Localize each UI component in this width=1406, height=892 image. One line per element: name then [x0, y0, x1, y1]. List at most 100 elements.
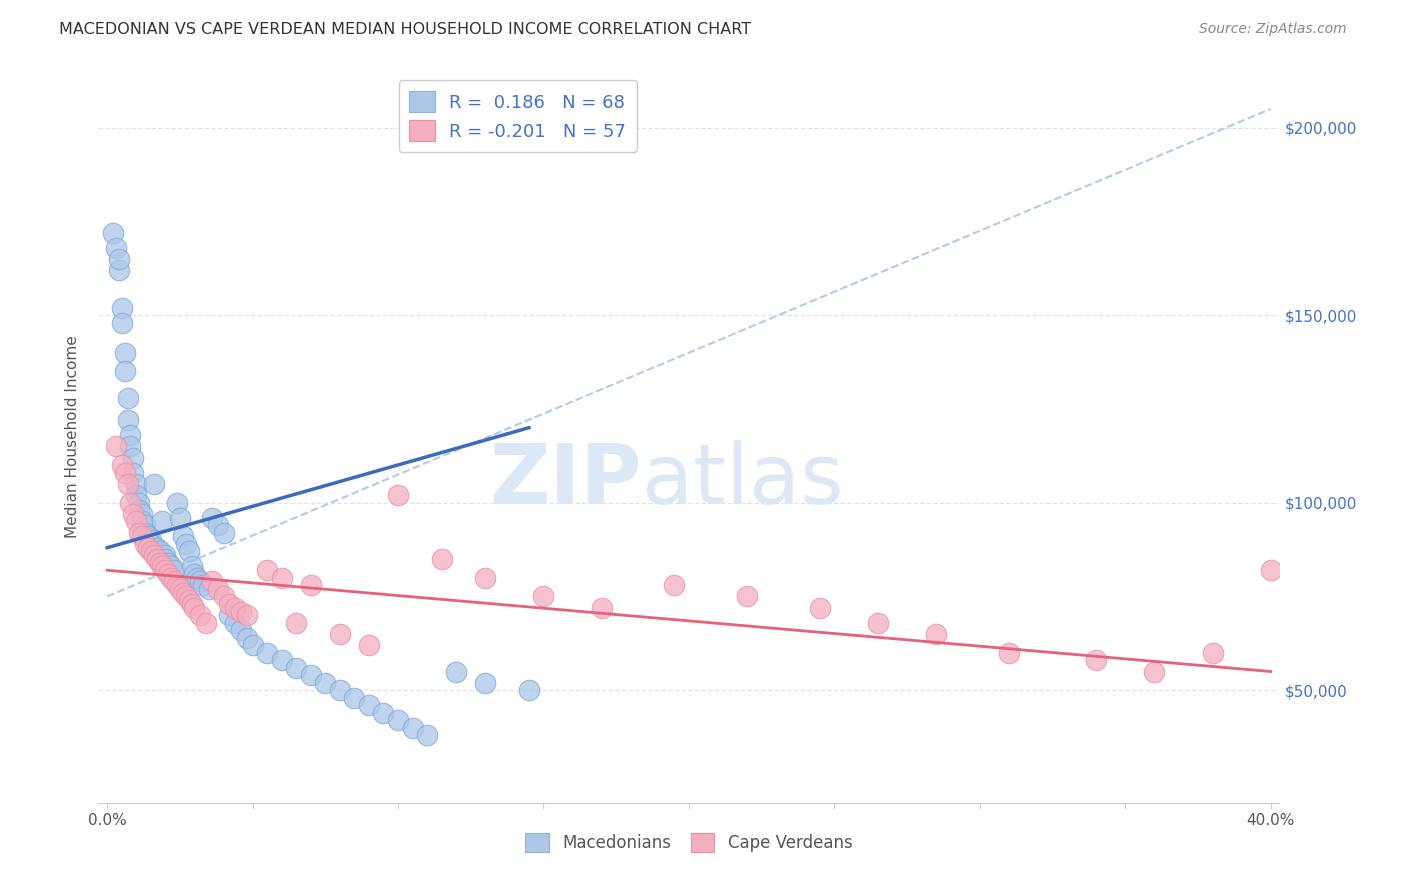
Point [125, 488, 148, 502]
Point [172, 586, 194, 600]
Point [1143, 665, 1166, 679]
Point [329, 627, 352, 641]
Point [270, 653, 292, 667]
Point [180, 597, 202, 611]
Point [163, 574, 186, 589]
Point [195, 615, 218, 630]
Point [142, 548, 165, 562]
Point [169, 510, 191, 524]
Text: atlas: atlas [641, 441, 844, 522]
Point [157, 566, 180, 581]
Point [808, 600, 831, 615]
Point [430, 552, 453, 566]
Point [198, 582, 221, 596]
Point [183, 600, 205, 615]
Point [160, 571, 183, 585]
Point [1085, 653, 1108, 667]
Point [157, 556, 180, 570]
Point [139, 537, 162, 551]
Point [166, 496, 188, 510]
Point [134, 518, 156, 533]
Point [186, 571, 208, 585]
Point [517, 683, 540, 698]
Point [299, 578, 322, 592]
Point [188, 608, 211, 623]
Point [122, 450, 145, 465]
Point [120, 496, 142, 510]
Point [122, 466, 145, 480]
Point [242, 638, 264, 652]
Point [155, 552, 177, 566]
Point [664, 578, 686, 592]
Point [285, 661, 308, 675]
Point [125, 477, 148, 491]
Point [387, 488, 409, 502]
Point [387, 713, 409, 727]
Point [188, 574, 211, 589]
Point [256, 563, 278, 577]
Point [177, 593, 200, 607]
Point [401, 721, 423, 735]
Point [101, 226, 124, 240]
Point [270, 571, 292, 585]
Point [343, 690, 366, 705]
Point [114, 466, 136, 480]
Point [1260, 563, 1282, 577]
Point [474, 675, 496, 690]
Point [218, 597, 240, 611]
Point [183, 566, 205, 581]
Point [177, 544, 200, 558]
Point [474, 571, 496, 585]
Point [120, 428, 142, 442]
Point [139, 544, 162, 558]
Point [218, 608, 240, 623]
Point [117, 391, 139, 405]
Text: MACEDONIAN VS CAPE VERDEAN MEDIAN HOUSEHOLD INCOME CORRELATION CHART: MACEDONIAN VS CAPE VERDEAN MEDIAN HOUSEH… [59, 22, 751, 37]
Point [155, 548, 177, 562]
Point [212, 590, 235, 604]
Point [134, 537, 156, 551]
Point [212, 525, 235, 540]
Point [128, 525, 150, 540]
Point [925, 627, 948, 641]
Point [533, 590, 555, 604]
Point [416, 728, 439, 742]
Point [180, 559, 202, 574]
Point [155, 563, 177, 577]
Point [131, 515, 153, 529]
Point [735, 590, 758, 604]
Point [229, 605, 252, 619]
Point [444, 665, 467, 679]
Text: ZIP: ZIP [489, 441, 641, 522]
Point [299, 668, 322, 682]
Point [191, 578, 214, 592]
Point [256, 646, 278, 660]
Point [1201, 646, 1223, 660]
Point [998, 646, 1021, 660]
Point [107, 252, 129, 266]
Text: Source: ZipAtlas.com: Source: ZipAtlas.com [1199, 22, 1347, 37]
Point [145, 541, 167, 555]
Point [373, 706, 395, 720]
Point [136, 529, 159, 543]
Point [160, 559, 183, 574]
Point [111, 301, 134, 315]
Point [128, 503, 150, 517]
Point [166, 578, 188, 592]
Point [139, 533, 162, 548]
Point [201, 574, 224, 589]
Point [236, 631, 259, 645]
Point [131, 529, 153, 543]
Point [329, 683, 352, 698]
Point [236, 608, 259, 623]
Point [117, 413, 139, 427]
Point [169, 582, 191, 596]
Point [131, 507, 153, 521]
Y-axis label: Median Household Income: Median Household Income [65, 335, 80, 539]
Point [120, 440, 142, 454]
Point [866, 615, 889, 630]
Point [207, 518, 229, 533]
Point [104, 241, 127, 255]
Point [152, 515, 174, 529]
Point [229, 624, 252, 638]
